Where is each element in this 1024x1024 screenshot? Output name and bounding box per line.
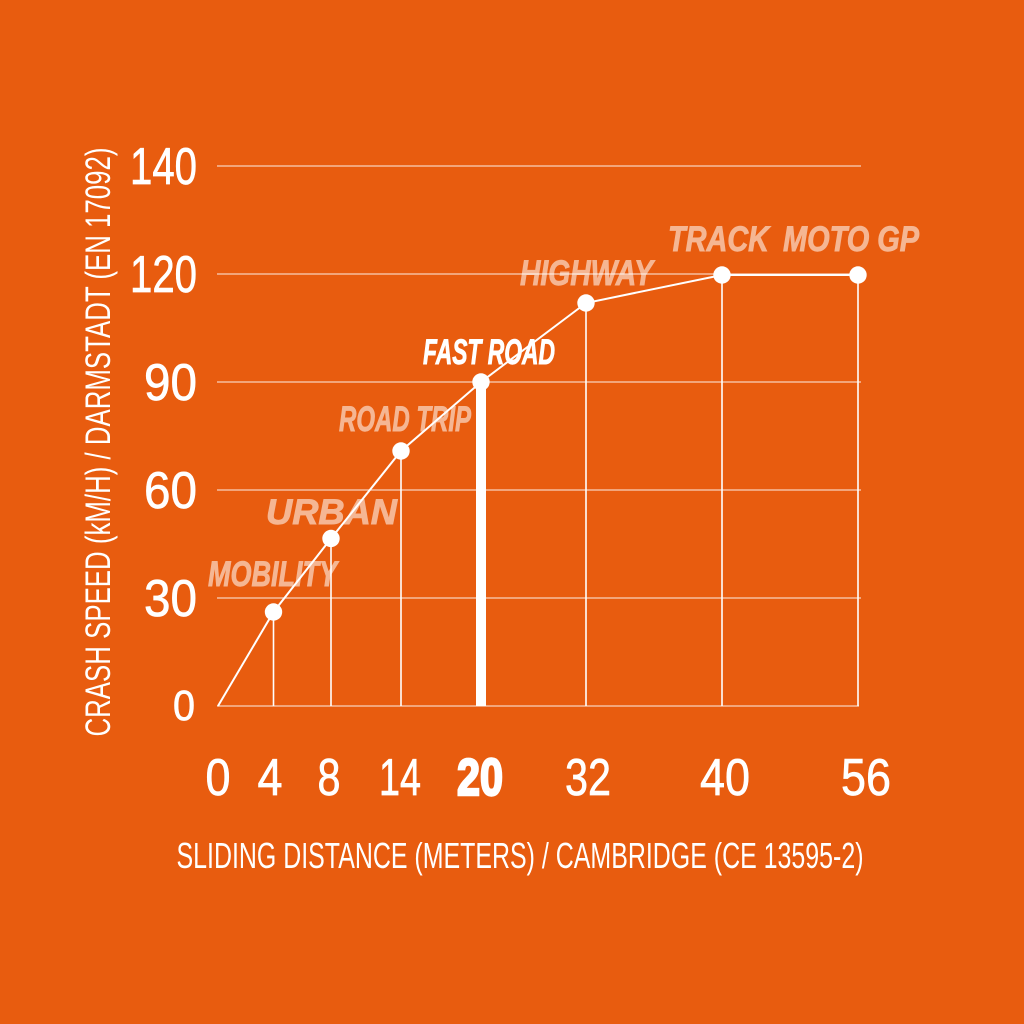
svg-text:56: 56 (841, 748, 891, 806)
svg-text:URBAN: URBAN (266, 493, 398, 532)
svg-text:MOBILITY: MOBILITY (208, 555, 339, 594)
svg-text:20: 20 (457, 748, 503, 806)
svg-text:40: 40 (700, 748, 750, 806)
svg-text:TRACK: TRACK (668, 220, 771, 259)
svg-text:4: 4 (258, 748, 283, 806)
svg-text:SLIDING DISTANCE (METERS) / CA: SLIDING DISTANCE (METERS) / CAMBRIDGE (C… (177, 835, 864, 876)
svg-text:CRASH SPEED (kM/H) / DARMSTADT: CRASH SPEED (kM/H) / DARMSTADT (EN 17092… (79, 148, 118, 737)
svg-text:14: 14 (379, 748, 421, 806)
svg-text:MOTO GP: MOTO GP (783, 220, 920, 259)
svg-text:90: 90 (144, 353, 197, 411)
svg-text:140: 140 (130, 137, 197, 195)
svg-text:0: 0 (173, 682, 195, 730)
svg-text:ROAD TRIP: ROAD TRIP (339, 400, 471, 439)
svg-text:32: 32 (565, 748, 611, 806)
svg-text:120: 120 (130, 245, 197, 303)
svg-text:0: 0 (206, 748, 231, 806)
svg-text:60: 60 (144, 461, 197, 519)
svg-text:FAST ROAD: FAST ROAD (423, 333, 555, 372)
svg-text:30: 30 (144, 569, 197, 627)
svg-text:8: 8 (318, 748, 341, 806)
